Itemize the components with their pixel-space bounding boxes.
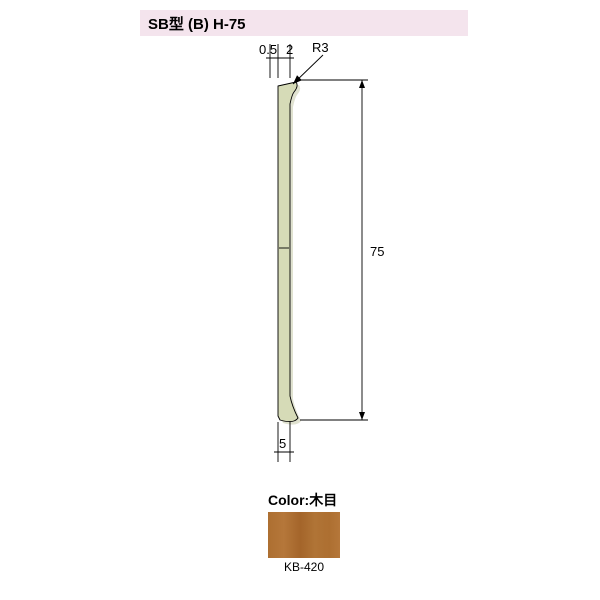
color-swatch <box>268 512 340 558</box>
color-block: Color:木目 KB-420 <box>268 490 340 574</box>
color-title: Color:木目 <box>268 490 340 510</box>
swatch-label: KB-420 <box>268 560 340 574</box>
